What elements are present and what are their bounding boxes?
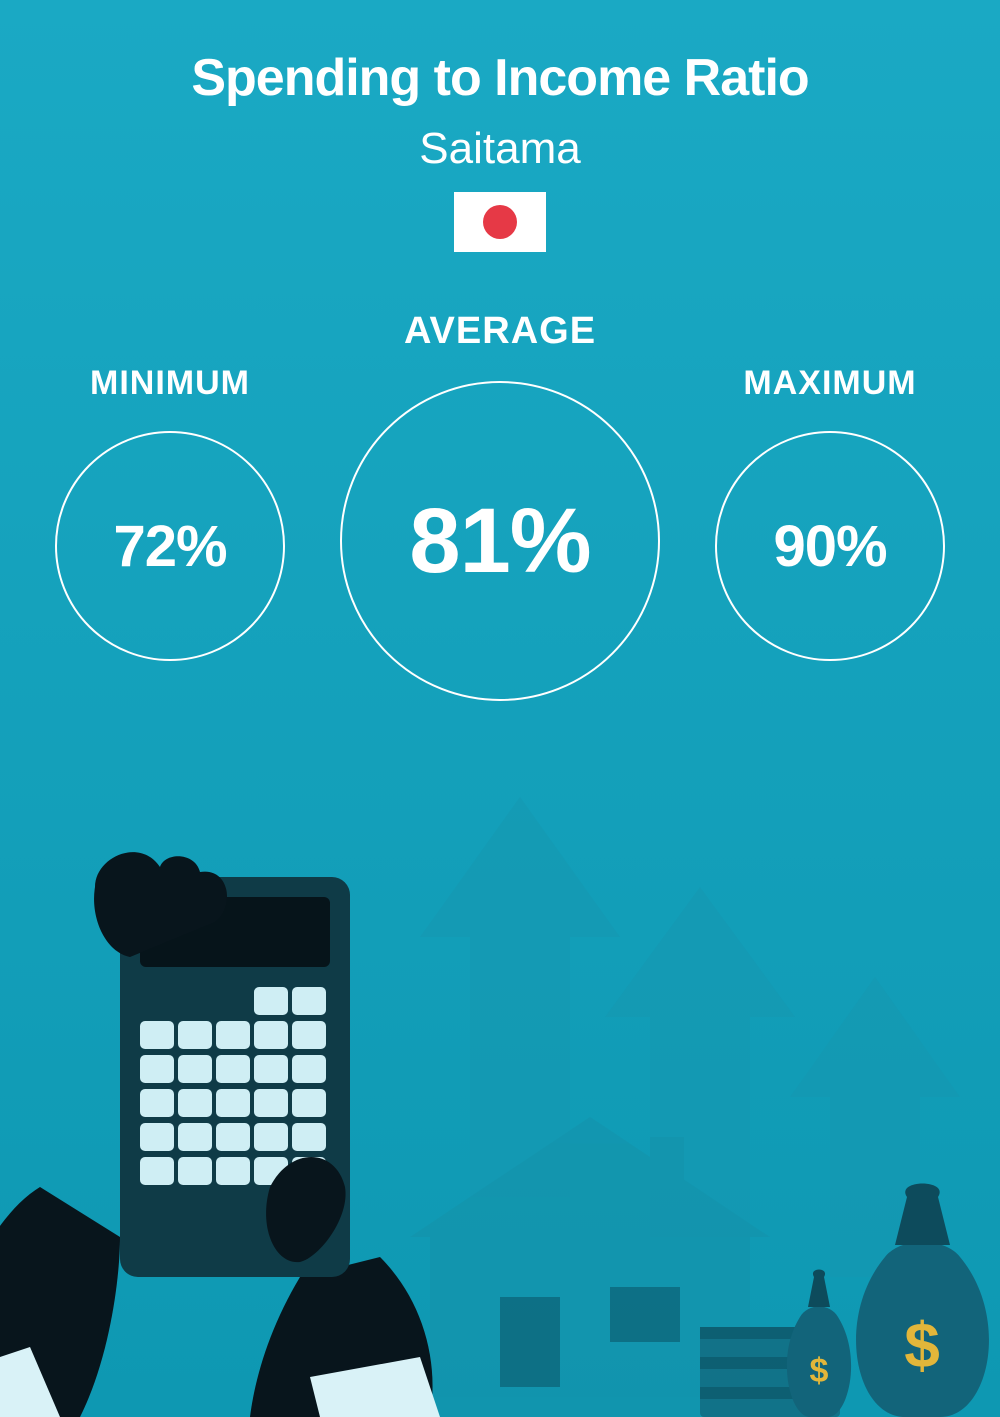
stat-label-minimum: MINIMUM <box>90 364 250 403</box>
page-title: Spending to Income Ratio <box>0 0 1000 108</box>
stat-circle-minimum: 72% <box>55 431 285 661</box>
page-subtitle: Saitama <box>0 124 1000 174</box>
money-bag-small-icon: $ <box>787 1270 851 1417</box>
stat-value-minimum: 72% <box>113 513 226 580</box>
stat-value-average: 81% <box>409 489 590 594</box>
cash-stack-icon <box>700 1327 840 1417</box>
stat-circle-average: 81% <box>340 381 660 701</box>
house-icon <box>410 1117 770 1417</box>
footer-illustration: $ $ <box>0 717 1000 1417</box>
stat-minimum: MINIMUM 72% <box>20 364 320 661</box>
svg-text:$: $ <box>810 1352 829 1390</box>
japan-flag-icon <box>454 192 546 252</box>
stat-value-maximum: 90% <box>773 513 886 580</box>
stat-maximum: MAXIMUM 90% <box>680 364 980 661</box>
infographic-canvas: Spending to Income Ratio Saitama MINIMUM… <box>0 0 1000 1417</box>
stats-row: MINIMUM 72% AVERAGE 81% MAXIMUM 90% <box>0 310 1000 701</box>
hands-calculator-icon <box>0 852 440 1417</box>
money-bag-large-icon: $ <box>856 1184 989 1417</box>
stat-circle-maximum: 90% <box>715 431 945 661</box>
stat-average: AVERAGE 81% <box>320 310 680 701</box>
stat-label-maximum: MAXIMUM <box>743 364 916 403</box>
stat-label-average: AVERAGE <box>404 310 596 353</box>
japan-flag-dot <box>483 205 517 239</box>
arrows-icon <box>420 797 960 1277</box>
svg-text:$: $ <box>904 1309 940 1381</box>
